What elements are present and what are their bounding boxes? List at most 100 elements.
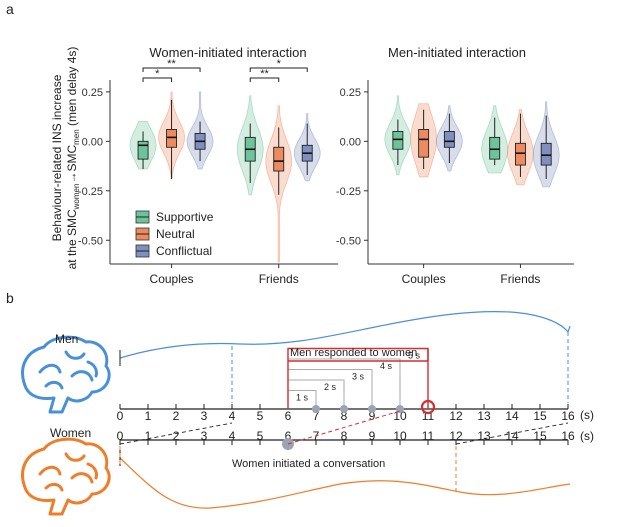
men-axis-tick-label: 10: [393, 409, 407, 423]
legend-label-conflictual: Conflictual: [156, 244, 212, 258]
legend-label-neutral: Neutral: [156, 227, 195, 241]
significance-label: *: [155, 68, 160, 80]
delay-label: 3 s: [352, 372, 365, 382]
women-axis-unit: (s): [580, 429, 594, 443]
box-friends-neutral: [514, 142, 526, 166]
women-axis-tick-label: 8: [341, 429, 348, 443]
women-axis-tick-label: 16: [561, 429, 575, 443]
men-signal-line: [119, 311, 571, 359]
men-axis-tick-label: 15: [533, 409, 547, 423]
men-axis-tick-label: 13: [477, 409, 491, 423]
delay-label: 5 s: [408, 351, 421, 361]
delay-label: 2 s: [324, 382, 337, 392]
men-axis-tick-label: 4: [229, 409, 236, 423]
women-label: Women: [50, 426, 91, 440]
men-axis-tick-label: 14: [505, 409, 519, 423]
women-axis-tick-label: 2: [173, 429, 180, 443]
legend-item-conflictual: Conflictual: [135, 244, 212, 258]
legend-label-supportive: Supportive: [156, 210, 214, 224]
women-axis-tick-label: 5: [257, 429, 264, 443]
alignment-dash: [119, 422, 233, 445]
box-friends-neutral: [273, 146, 285, 172]
women-axis-tick-label: 11: [422, 429, 435, 443]
men-axis-unit: (s): [580, 408, 594, 422]
box-friends-supportive: [489, 136, 501, 160]
y-axis-label-sub-women: women: [72, 184, 81, 211]
women-axis-tick-label: 1: [145, 429, 152, 443]
legend: Supportive Neutral Conflictual: [130, 205, 230, 261]
significance-bracket: [249, 77, 280, 82]
delay-point: [368, 405, 376, 413]
men-axis-tick-label: 0: [117, 409, 124, 423]
x-tick-label-friends: Friends: [500, 272, 540, 286]
delay-label: 4 s: [380, 361, 393, 371]
women-brain-icon: [21, 437, 111, 516]
men-axis-tick-label: 2: [173, 409, 180, 423]
timeline: 0123456789101112131415160123456789101112…: [117, 332, 575, 492]
men-axis-tick-label: 5: [257, 409, 264, 423]
y-axis-label: Behaviour-related INS increase at the SM…: [50, 47, 81, 270]
women-axis-tick-label: 15: [533, 429, 547, 443]
x-tick-label-friends: Friends: [259, 272, 299, 286]
y-tick-label: -0.50: [336, 235, 361, 247]
y-tick-label: 0.25: [82, 87, 103, 99]
significance-bracket: [142, 67, 201, 72]
women-axis-tick-label: 6: [285, 429, 292, 443]
panel-label-a: a: [6, 1, 14, 17]
chart-men-initiated: 0.25 0.00 -0.25 -0.50 Couples Friends: [336, 80, 574, 286]
box-couples-supportive: [137, 140, 149, 160]
box-couples-conflictual: [443, 130, 455, 148]
response-label: Men responded to women: [290, 347, 417, 359]
y-tick-label: 0.25: [340, 87, 361, 99]
chart2-title: Men-initiated interaction: [388, 45, 526, 60]
significance-label: *: [277, 58, 282, 70]
women-axis-tick-label: 14: [505, 429, 519, 443]
men-axis-tick-label: 8: [341, 409, 348, 423]
box-couples-neutral: [166, 129, 178, 148]
men-axis-tick-label: 12: [449, 409, 463, 423]
men-axis-tick-label: 9: [369, 409, 376, 423]
alignment-dash: [455, 422, 569, 445]
women-axis-tick-label: 12: [449, 429, 463, 443]
significance-bracket: [249, 67, 308, 72]
delay-point: [396, 405, 404, 413]
men-brain-icon: [21, 335, 111, 414]
initiated-label: Women initiated a conversation: [232, 458, 385, 470]
y-axis-label-sub-men: men: [72, 129, 81, 145]
men-axis-tick-label: 16: [561, 409, 575, 423]
y-axis-label-part-a: at the SMC: [65, 209, 79, 269]
delay-point: [340, 405, 348, 413]
men-axis-tick-label: 7: [313, 409, 320, 423]
legend-item-neutral: Neutral: [135, 227, 195, 241]
delay-point: [312, 405, 320, 413]
women-axis-tick-label: 13: [477, 429, 491, 443]
y-tick-label: -0.50: [78, 235, 103, 247]
women-axis-tick-label: 3: [201, 429, 208, 443]
women-axis-tick-label: 10: [393, 429, 407, 443]
response-link-dash: [287, 410, 401, 445]
delay-bracket: [287, 347, 429, 409]
significance-label: **: [260, 68, 269, 80]
y-tick-label: -0.25: [336, 186, 361, 198]
men-axis-tick-label: 3: [201, 409, 208, 423]
box-friends-conflictual: [540, 142, 552, 166]
legend-item-supportive: Supportive: [135, 210, 214, 224]
y-axis-label-part-c: (men delay 4s): [65, 47, 79, 130]
men-axis-tick-label: 1: [145, 409, 152, 423]
y-axis-label-part-b: →SMC: [65, 145, 79, 184]
chart1-title: Women-initiated interaction: [149, 45, 306, 60]
y-tick-label: 0.00: [82, 136, 103, 148]
significance-bracket: [142, 77, 173, 82]
response-marker: [420, 399, 436, 415]
y-axis-label-line2: at the SMCwomen→SMCmen (men delay 4s): [65, 47, 81, 270]
women-axis-tick-label: 4: [229, 429, 236, 443]
men-label: Men: [55, 332, 78, 346]
y-tick-label: 0.00: [340, 136, 361, 148]
women-axis-tick-label: 0: [117, 429, 124, 443]
x-tick-label-couples: Couples: [402, 272, 446, 286]
women-axis-tick-label: 9: [369, 429, 376, 443]
box-couples-neutral: [418, 129, 430, 158]
delay-label: 1 s: [296, 393, 309, 403]
